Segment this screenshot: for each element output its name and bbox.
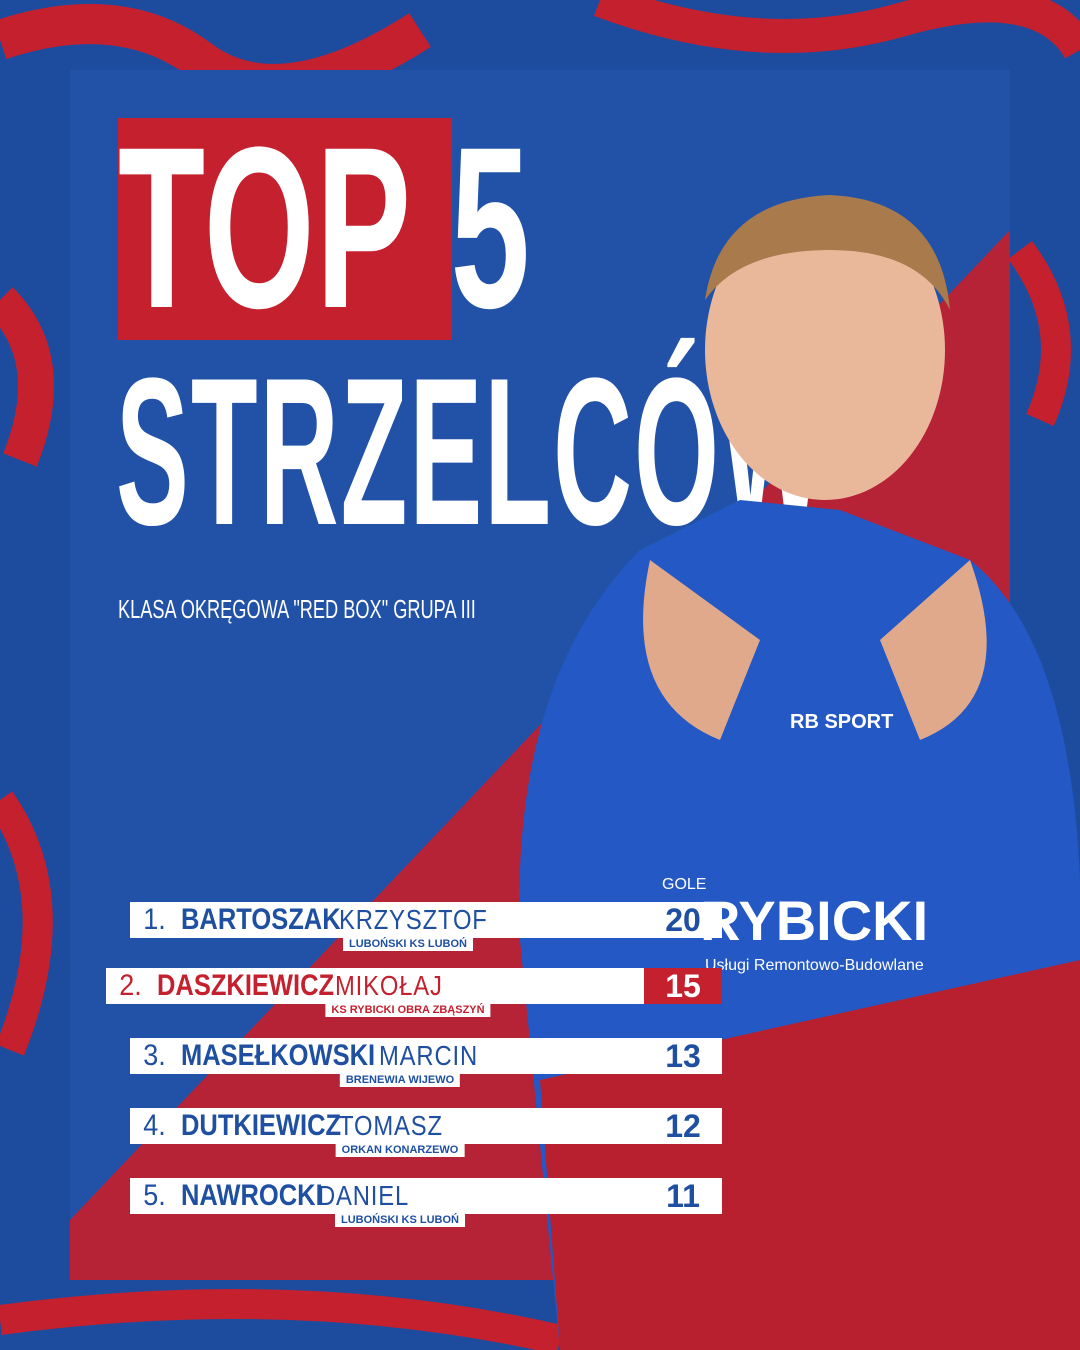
goals-count: 12 (665, 1108, 701, 1144)
title-top5: TOP 5 (118, 99, 532, 356)
rank: 4. (143, 1109, 166, 1142)
scorer-row-4: 4. DUTKIEWICZ TOMASZ 12 (130, 1108, 722, 1144)
club-label: BRENEWIA WIJEWO (339, 1074, 461, 1087)
jersey-sponsor-sub: Usługi Remontowo-Budowlane (705, 957, 924, 974)
club-label: KS RYBICKI OBRA ZBĄSZYŃ (325, 1004, 491, 1017)
first-name: TOMASZ (339, 1110, 444, 1141)
first-name: MARCIN (379, 1040, 479, 1071)
subtitle: KLASA OKRĘGOWA "RED BOX" GRUPA III (118, 594, 476, 624)
first-name: MIKOŁAJ (335, 970, 444, 1001)
rank: 5. (143, 1179, 166, 1212)
goals-count: 13 (665, 1038, 701, 1074)
last-name: DASZKIEWICZ (157, 969, 335, 1002)
goals-count: 20 (665, 902, 701, 938)
last-name: DUTKIEWICZ (181, 1109, 342, 1142)
club-label: LUBOŃSKI KS LUBOŃ (335, 1214, 465, 1227)
title-highlight (118, 118, 452, 340)
goals-count: 11 (666, 1178, 700, 1214)
first-name: DANIEL (317, 1180, 409, 1211)
jersey-brand: RB SPORT (790, 711, 893, 733)
last-name: NAWROCKI (181, 1179, 323, 1212)
scorer-row-3: 3. MASEŁKOWSKI MARCIN 13 (130, 1038, 722, 1074)
club-label: ORKAN KONARZEWO (335, 1144, 465, 1157)
rank: 2. (119, 969, 142, 1002)
rank: 1. (143, 903, 166, 936)
scorer-row-5: 5. NAWROCKI DANIEL 11 (130, 1178, 722, 1214)
last-name: BARTOSZAK (181, 903, 341, 936)
last-name: MASEŁKOWSKI (181, 1039, 376, 1072)
club-label: LUBOŃSKI KS LUBOŃ (343, 938, 473, 951)
scorer-row-1: 1. BARTOSZAK KRZYSZTOF 20 (130, 902, 722, 938)
rank: 3. (143, 1039, 166, 1072)
goals-header: GOLE (662, 876, 707, 893)
scorer-row-2: 2. DASZKIEWICZ MIKOŁAJ 15 (106, 968, 722, 1004)
first-name: KRZYSZTOF (338, 904, 488, 935)
player-photo: RB SPORT RYBICKI Usługi Remontowo-Budowl… (519, 195, 1080, 1350)
goals-count: 15 (644, 968, 722, 1004)
jersey-sponsor: RYBICKI (700, 889, 928, 952)
